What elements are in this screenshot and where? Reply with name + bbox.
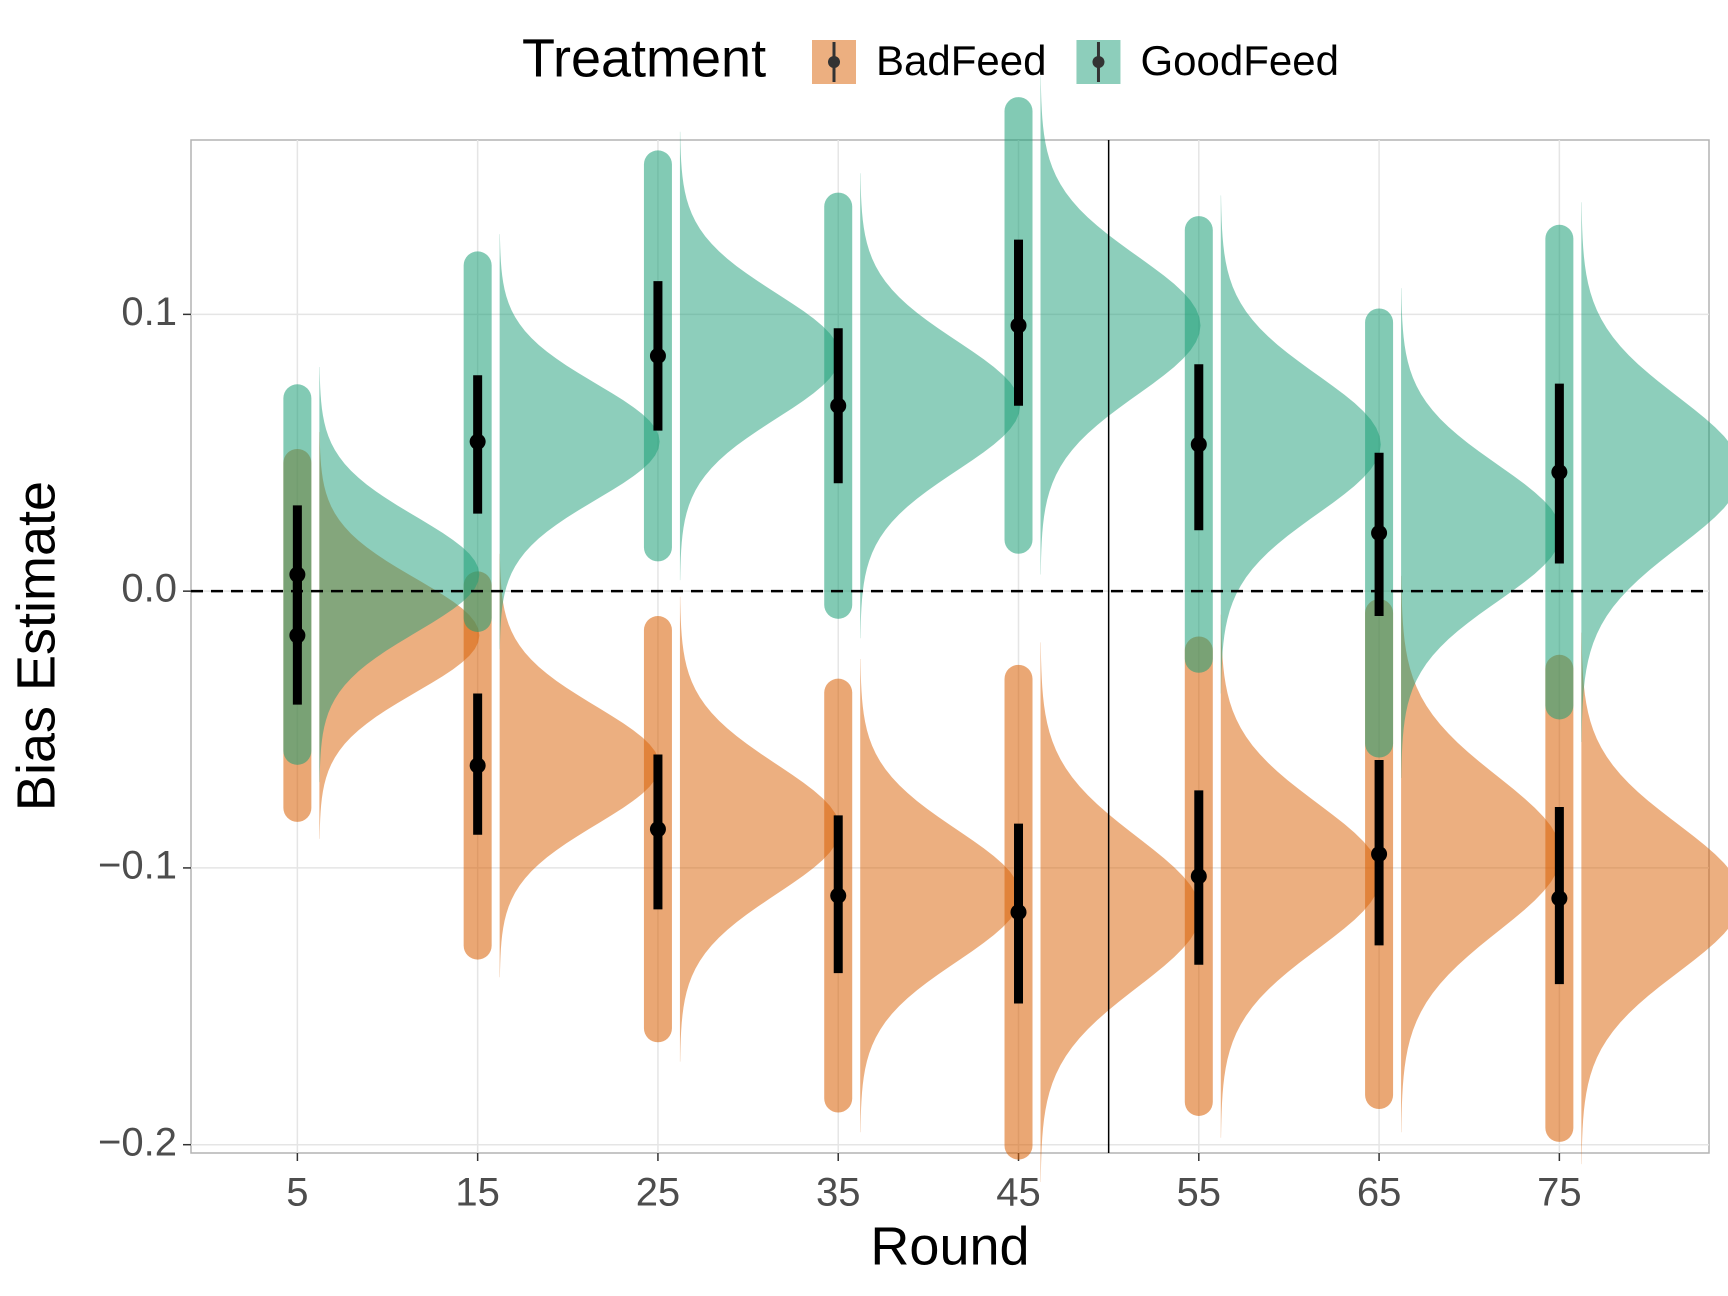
density [499,553,660,978]
y-tick-label: −0.2 [98,1120,177,1164]
y-tick-label: 0.1 [121,290,177,334]
point-estimate [1010,904,1027,921]
density [499,234,660,650]
x-tick-label: 45 [996,1171,1041,1215]
x-tick-label: 75 [1537,1171,1582,1215]
x-tick-label: 25 [636,1171,681,1215]
legend-label: BadFeed [876,37,1046,84]
legend-label: GoodFeed [1140,37,1338,84]
x-tick-label: 5 [286,1171,308,1215]
point-estimate [469,433,486,450]
point-estimate [1371,525,1388,542]
x-tick-label: 55 [1177,1171,1222,1215]
point-estimate [649,821,666,838]
point-estimate [1551,890,1568,907]
x-tick-label: 65 [1357,1171,1402,1215]
data-layer [283,76,1728,1183]
density [1581,632,1728,1165]
density [1401,575,1562,1133]
point-estimate [649,347,666,364]
y-axis-title: Bias Estimate [6,481,66,811]
density [1040,642,1201,1183]
density [860,173,1021,639]
point-estimate [1190,868,1207,885]
density [860,658,1021,1133]
density [679,596,840,1062]
x-tick-label: 35 [816,1171,861,1215]
legend-key-dot [1092,56,1105,68]
x-axis-title: Round [870,1216,1029,1276]
density [319,366,480,783]
point-estimate [1551,464,1568,481]
legend-title: Treatment [522,28,766,88]
point-estimate [289,566,306,583]
density [1581,202,1728,742]
y-tick-label: −0.1 [98,843,177,887]
x-tick-label: 15 [455,1171,500,1215]
density [1220,614,1381,1138]
density [1040,76,1201,575]
density [1401,288,1562,778]
density [1220,195,1381,694]
point-estimate [469,757,486,774]
point-estimate [830,397,847,414]
point-estimate [830,887,847,904]
point-estimate [1190,436,1207,453]
point-estimate [1010,317,1027,334]
density [679,131,840,581]
point-estimate [1371,846,1388,863]
legend-key-dot [828,56,840,68]
y-tick-label: 0.0 [121,567,177,611]
